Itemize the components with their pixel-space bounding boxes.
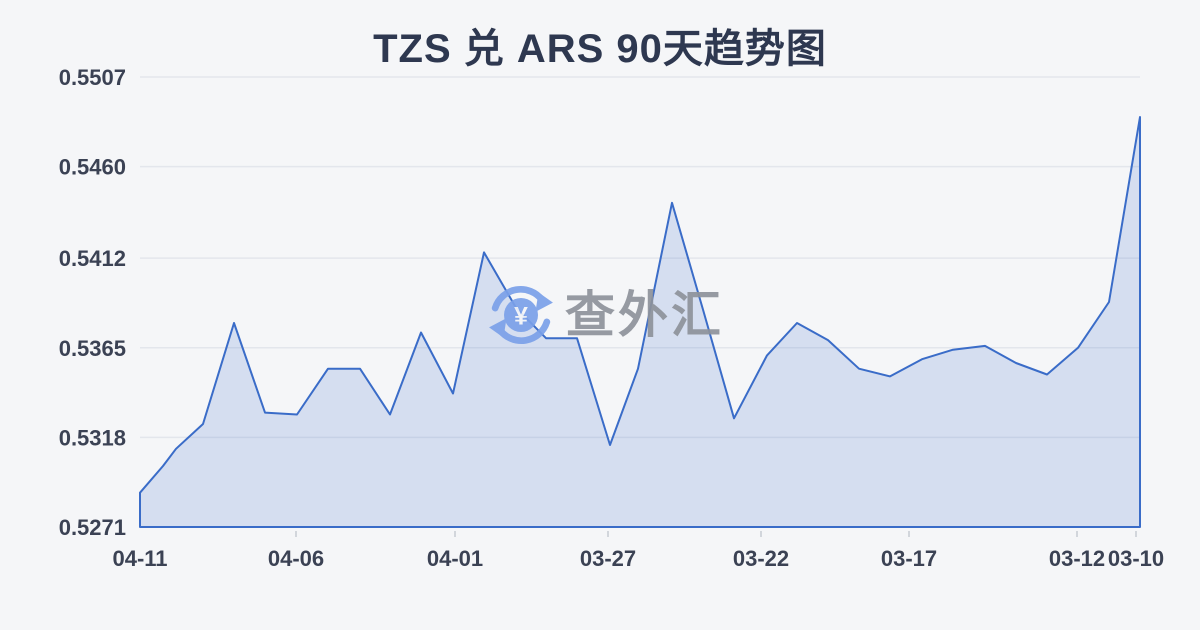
page-title: TZS 兑 ARS 90天趋势图 <box>373 27 827 71</box>
trend-area-series <box>139 116 1141 528</box>
x-axis-label: 04-01 <box>427 546 483 571</box>
y-axis-label: 0.5412 <box>59 246 126 271</box>
x-axis-label: 03-27 <box>580 546 636 571</box>
y-axis-label: 0.5271 <box>59 515 126 540</box>
x-axis-label: 03-10 <box>1108 546 1164 571</box>
y-axis-label: 0.5318 <box>59 425 126 450</box>
x-axis-label: 04-06 <box>268 546 324 571</box>
y-axis-label: 0.5365 <box>59 336 126 361</box>
x-axis-label: 03-12 <box>1049 546 1105 571</box>
y-axis-label: 0.5460 <box>59 155 126 180</box>
x-axis-label: 03-17 <box>881 546 937 571</box>
y-axis-label: 0.5507 <box>59 65 126 90</box>
x-axis-label: 04-11 <box>112 546 167 571</box>
x-axis-label: 03-22 <box>733 546 789 571</box>
